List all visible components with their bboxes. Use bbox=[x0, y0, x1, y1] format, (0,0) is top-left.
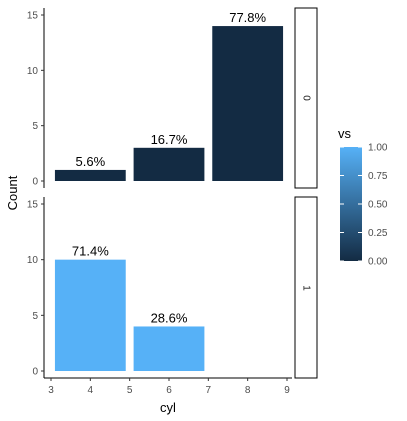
bottom-panel-bars bbox=[54, 259, 205, 371]
top-y-tick-label-3: 15 bbox=[27, 11, 39, 22]
facet-strip-1: 1 bbox=[294, 196, 318, 379]
facet-strip-0: 0 bbox=[294, 7, 318, 189]
bottom-panel-data-labels: 71.4% 28.6% bbox=[72, 244, 188, 326]
top-y-tick-label-0: 0 bbox=[32, 177, 38, 188]
top-panel: 5.6% 16.7% 77.8% 0 5 10 15 bbox=[27, 8, 284, 188]
top-panel-data-labels: 5.6% 16.7% 77.8% bbox=[76, 10, 267, 169]
bottom-panel-y-ticks: 0 5 10 15 bbox=[27, 200, 44, 378]
bottom-data-label-0: 71.4% bbox=[72, 244, 109, 259]
bottom-y-tick-label-2: 10 bbox=[27, 255, 39, 266]
top-y-tick-label-2: 10 bbox=[27, 66, 39, 77]
top-data-label-0: 5.6% bbox=[76, 154, 106, 169]
x-tick-label-4: 7 bbox=[206, 385, 212, 396]
bottom-panel: 71.4% 28.6% 0 5 10 15 bbox=[27, 197, 292, 379]
bottom-bar-0 bbox=[54, 259, 126, 371]
top-bar-2 bbox=[212, 26, 284, 181]
x-tick-label-2: 5 bbox=[127, 385, 133, 396]
legend-label-2: 0.50 bbox=[368, 200, 388, 211]
legend-title: vs bbox=[338, 126, 352, 141]
bottom-y-tick-label-1: 5 bbox=[32, 311, 38, 322]
top-panel-bars bbox=[54, 26, 284, 181]
top-bar-1 bbox=[133, 147, 205, 181]
top-bar-0 bbox=[54, 169, 126, 181]
bottom-y-tick-label-3: 15 bbox=[27, 200, 39, 211]
top-y-tick-label-1: 5 bbox=[32, 121, 38, 132]
x-tick-label-5: 8 bbox=[245, 385, 251, 396]
bottom-bar-1 bbox=[133, 326, 205, 371]
x-axis-title: cyl bbox=[160, 400, 176, 415]
legend-label-0: 1.00 bbox=[368, 143, 388, 154]
legend: vs 1.00 0.75 0.50 0.25 0.00 bbox=[338, 126, 388, 268]
legend-colorbar bbox=[340, 147, 362, 261]
x-tick-label-6: 9 bbox=[284, 385, 290, 396]
legend-label-3: 0.25 bbox=[368, 228, 388, 239]
facet-strip-1-label: 1 bbox=[301, 285, 312, 291]
x-tick-label-1: 4 bbox=[88, 385, 94, 396]
x-tick-label-3: 6 bbox=[166, 385, 172, 396]
y-axis-title: Count bbox=[5, 175, 20, 210]
legend-label-1: 0.75 bbox=[368, 171, 388, 182]
x-tick-label-0: 3 bbox=[48, 385, 54, 396]
bottom-data-label-1: 28.6% bbox=[151, 310, 188, 325]
legend-label-4: 0.00 bbox=[368, 257, 388, 268]
legend-ticks: 1.00 0.75 0.50 0.25 0.00 bbox=[340, 143, 388, 268]
facet-strip-0-box bbox=[294, 7, 318, 189]
top-data-label-2: 77.8% bbox=[229, 10, 266, 25]
bottom-y-tick-label-0: 0 bbox=[32, 367, 38, 378]
top-panel-y-ticks: 0 5 10 15 bbox=[27, 11, 44, 188]
facet-strip-0-label: 0 bbox=[301, 95, 312, 101]
facet-strip-1-box bbox=[294, 196, 318, 379]
top-data-label-1: 16.7% bbox=[151, 132, 188, 147]
x-ticks: 3 4 5 6 7 8 9 bbox=[48, 378, 290, 396]
